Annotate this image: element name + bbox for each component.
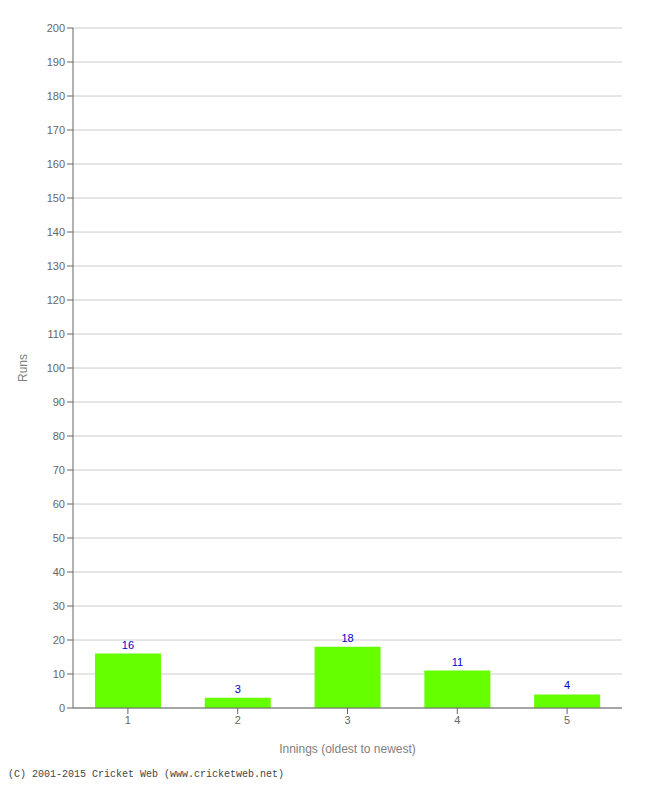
svg-text:40: 40	[53, 566, 65, 578]
svg-text:50: 50	[53, 532, 65, 544]
svg-text:30: 30	[53, 600, 65, 612]
svg-text:0: 0	[59, 702, 65, 714]
svg-text:4: 4	[564, 679, 570, 691]
svg-text:100: 100	[47, 362, 65, 374]
svg-text:120: 120	[47, 294, 65, 306]
svg-text:130: 130	[47, 260, 65, 272]
svg-text:140: 140	[47, 226, 65, 238]
svg-text:5: 5	[564, 714, 570, 726]
svg-text:4: 4	[454, 714, 460, 726]
svg-text:2: 2	[235, 714, 241, 726]
svg-text:16: 16	[122, 639, 134, 651]
html-text:(C) 2001-2015 Cricket Web (www: (C) 2001-2015 Cricket Web (www.cricketwe…	[8, 769, 284, 780]
svg-text:3: 3	[235, 683, 241, 695]
svg-text:190: 190	[47, 56, 65, 68]
svg-text:110: 110	[47, 328, 65, 340]
svg-text:Runs: Runs	[16, 354, 30, 382]
svg-text:160: 160	[47, 158, 65, 170]
svg-text:10: 10	[53, 668, 65, 680]
svg-text:150: 150	[47, 192, 65, 204]
svg-text:80: 80	[53, 430, 65, 442]
svg-text:3: 3	[344, 714, 350, 726]
svg-text:11: 11	[452, 656, 463, 668]
svg-text:1: 1	[125, 714, 131, 726]
svg-text:18: 18	[341, 632, 353, 644]
svg-text:70: 70	[53, 464, 65, 476]
svg-text:180: 180	[47, 90, 65, 102]
svg-text:200: 200	[47, 22, 65, 34]
svg-text:170: 170	[47, 124, 65, 136]
svg-text:60: 60	[53, 498, 65, 510]
svg-text:90: 90	[53, 396, 65, 408]
svg-text:Innings (oldest to newest): Innings (oldest to newest)	[279, 742, 416, 756]
svg-text:20: 20	[53, 634, 65, 646]
